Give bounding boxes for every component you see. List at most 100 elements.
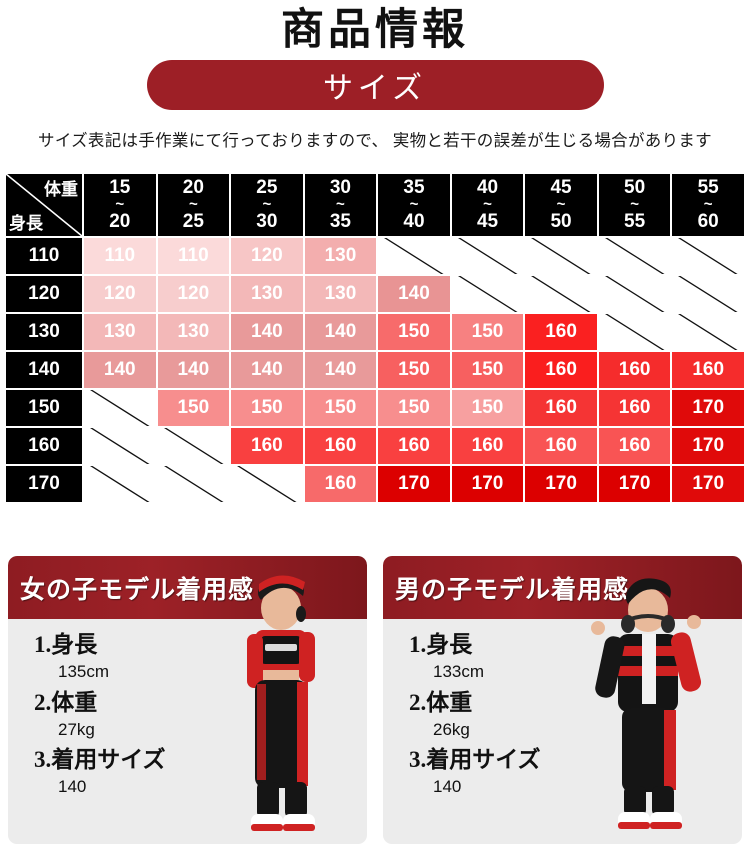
size-cell-empty	[451, 238, 524, 274]
size-cell-empty	[598, 314, 671, 350]
weight-tilde: ~	[262, 195, 272, 213]
empty-slash-icon	[457, 276, 518, 312]
empty-slash-icon	[604, 314, 665, 350]
size-cell: 170	[672, 466, 744, 502]
empty-slash-icon	[457, 238, 518, 274]
weight-tilde: ~	[630, 195, 639, 213]
empty-slash-icon	[163, 428, 224, 464]
size-cell: 150	[378, 314, 450, 350]
size-cell: 140	[231, 314, 303, 350]
weight-column-header-3: 25 ~30	[231, 174, 303, 236]
model-box-girl: 女の子モデル着用感 1.身長 135cm 2.体重 27kg 3.着用サイズ 140	[8, 556, 367, 844]
weight-column-header-8: 50 ~55	[598, 174, 671, 236]
size-cell-empty	[598, 238, 671, 274]
model-spec-value: 26kg	[433, 719, 470, 739]
model-spec-label: 3.着用サイズ	[34, 747, 166, 773]
size-cell-empty	[672, 314, 744, 350]
weight-column-header-5: 35 ~40	[378, 174, 450, 236]
weight-to: 30	[256, 211, 278, 233]
size-cell: 140	[304, 352, 377, 388]
size-cell-empty	[525, 238, 597, 274]
size-chart-table: 体重 身長 15 ~20 20 ~25 25 ~30 30 ~35 35 ~40 40 ~45 45 ~5…	[4, 172, 746, 504]
height-row-header-170: 170	[6, 466, 82, 502]
model-wearing-section: 女の子モデル着用感 1.身長 135cm 2.体重 27kg 3.着用サイズ 140 男	[8, 556, 742, 844]
model-banner: 男の子モデル着用感	[383, 556, 742, 619]
size-cell: 120	[157, 276, 230, 312]
model-spec-label: 2.体重	[409, 689, 473, 715]
empty-slash-icon	[678, 238, 738, 274]
model-spec-label: 3.着用サイズ	[409, 747, 541, 773]
size-cell: 160	[525, 428, 597, 464]
empty-slash-icon	[678, 276, 738, 312]
weight-from: 45	[550, 176, 572, 198]
size-cell: 160	[672, 352, 744, 388]
page-title: 商品情報	[281, 7, 469, 54]
size-cell: 170	[525, 466, 597, 502]
size-cell-empty	[672, 276, 744, 312]
size-table-row: 110 110 110 120 130	[6, 238, 744, 274]
weight-tilde: ~	[336, 195, 345, 213]
size-cell: 160	[525, 352, 597, 388]
model-spec-value: 140	[58, 777, 87, 797]
weight-from: 50	[624, 176, 646, 198]
size-cell: 150	[451, 390, 524, 426]
weight-to: 45	[476, 211, 499, 233]
size-cell: 120	[231, 238, 303, 274]
model-banner-label: 男の子モデル着用感	[395, 576, 630, 604]
size-table-header-row: 体重 身長 15 ~20 20 ~25 25 ~30 30 ~35 35 ~40 40 ~45 45 ~5…	[6, 174, 744, 236]
boy-model-photo	[552, 574, 742, 844]
model-banner: 女の子モデル着用感	[8, 556, 367, 619]
size-cell: 150	[157, 390, 230, 426]
weight-from: 40	[476, 176, 499, 198]
size-table-head: 体重 身長 15 ~20 20 ~25 25 ~30 30 ~35 35 ~40 40 ~45 45 ~5…	[6, 174, 744, 236]
size-cell: 150	[378, 390, 450, 426]
weight-to: 35	[329, 211, 351, 233]
size-cell-empty	[451, 276, 524, 312]
empty-slash-icon	[604, 238, 665, 274]
size-table-body: 110 110 110 120 130 120 120 120 130 130 140 130 130 1…	[6, 238, 744, 502]
weight-tilde: ~	[556, 195, 566, 213]
size-table-zone: 体重 身長 15 ~20 20 ~25 25 ~30 30 ~35 35 ~40 40 ~45 45 ~5…	[4, 172, 746, 504]
size-cell: 160	[598, 390, 671, 426]
model-spec-value: 140	[433, 777, 462, 797]
size-cell: 110	[84, 238, 156, 274]
size-cell: 160	[525, 314, 597, 350]
size-cell: 130	[231, 276, 303, 312]
size-cell-empty	[157, 428, 230, 464]
size-cell: 160	[451, 428, 524, 464]
size-disclaimer-text: サイズ表記は手作業にて行っておりますので、 実物と若干の誤差が生じる場合がありま…	[38, 131, 712, 151]
weight-tilde: ~	[483, 195, 492, 213]
weight-to: 60	[697, 211, 719, 233]
weight-column-header-7: 45 ~50	[525, 174, 597, 236]
size-table-row: 130 130 130 140 140 150 150 160	[6, 314, 744, 350]
weight-from: 20	[182, 176, 204, 198]
size-section-pill: サイズ	[146, 60, 604, 111]
size-cell: 130	[84, 314, 156, 350]
corner-height-label: 身長	[9, 214, 43, 233]
size-cell: 150	[304, 390, 377, 426]
empty-slash-icon	[531, 238, 591, 274]
boy-model-figure	[591, 578, 702, 829]
height-row-header-120: 120	[6, 276, 82, 312]
model-spec-list: 1.身長 133cm 2.体重 26kg 3.着用サイズ 140	[383, 619, 598, 804]
size-cell: 140	[304, 314, 377, 350]
size-cell-empty	[598, 276, 671, 312]
empty-slash-icon	[90, 428, 150, 464]
size-cell: 150	[378, 352, 450, 388]
size-cell: 160	[304, 466, 377, 502]
corner-diagonal-icon	[6, 174, 82, 236]
size-cell-empty	[84, 428, 156, 464]
weight-from: 55	[697, 176, 719, 198]
model-box-boy: 男の子モデル着用感 1.身長 133cm 2.体重 2	[383, 556, 742, 844]
size-cell: 140	[231, 352, 303, 388]
weight-column-header-1: 15 ~20	[84, 174, 156, 236]
size-cell: 130	[304, 276, 377, 312]
size-cell: 120	[84, 276, 156, 312]
weight-tilde: ~	[115, 195, 125, 213]
weight-from: 25	[256, 176, 278, 198]
empty-slash-icon	[531, 276, 591, 312]
model-spec-list: 1.身長 135cm 2.体重 27kg 3.着用サイズ 140	[8, 619, 223, 804]
weight-to: 50	[550, 211, 572, 233]
weight-to: 40	[403, 211, 425, 233]
